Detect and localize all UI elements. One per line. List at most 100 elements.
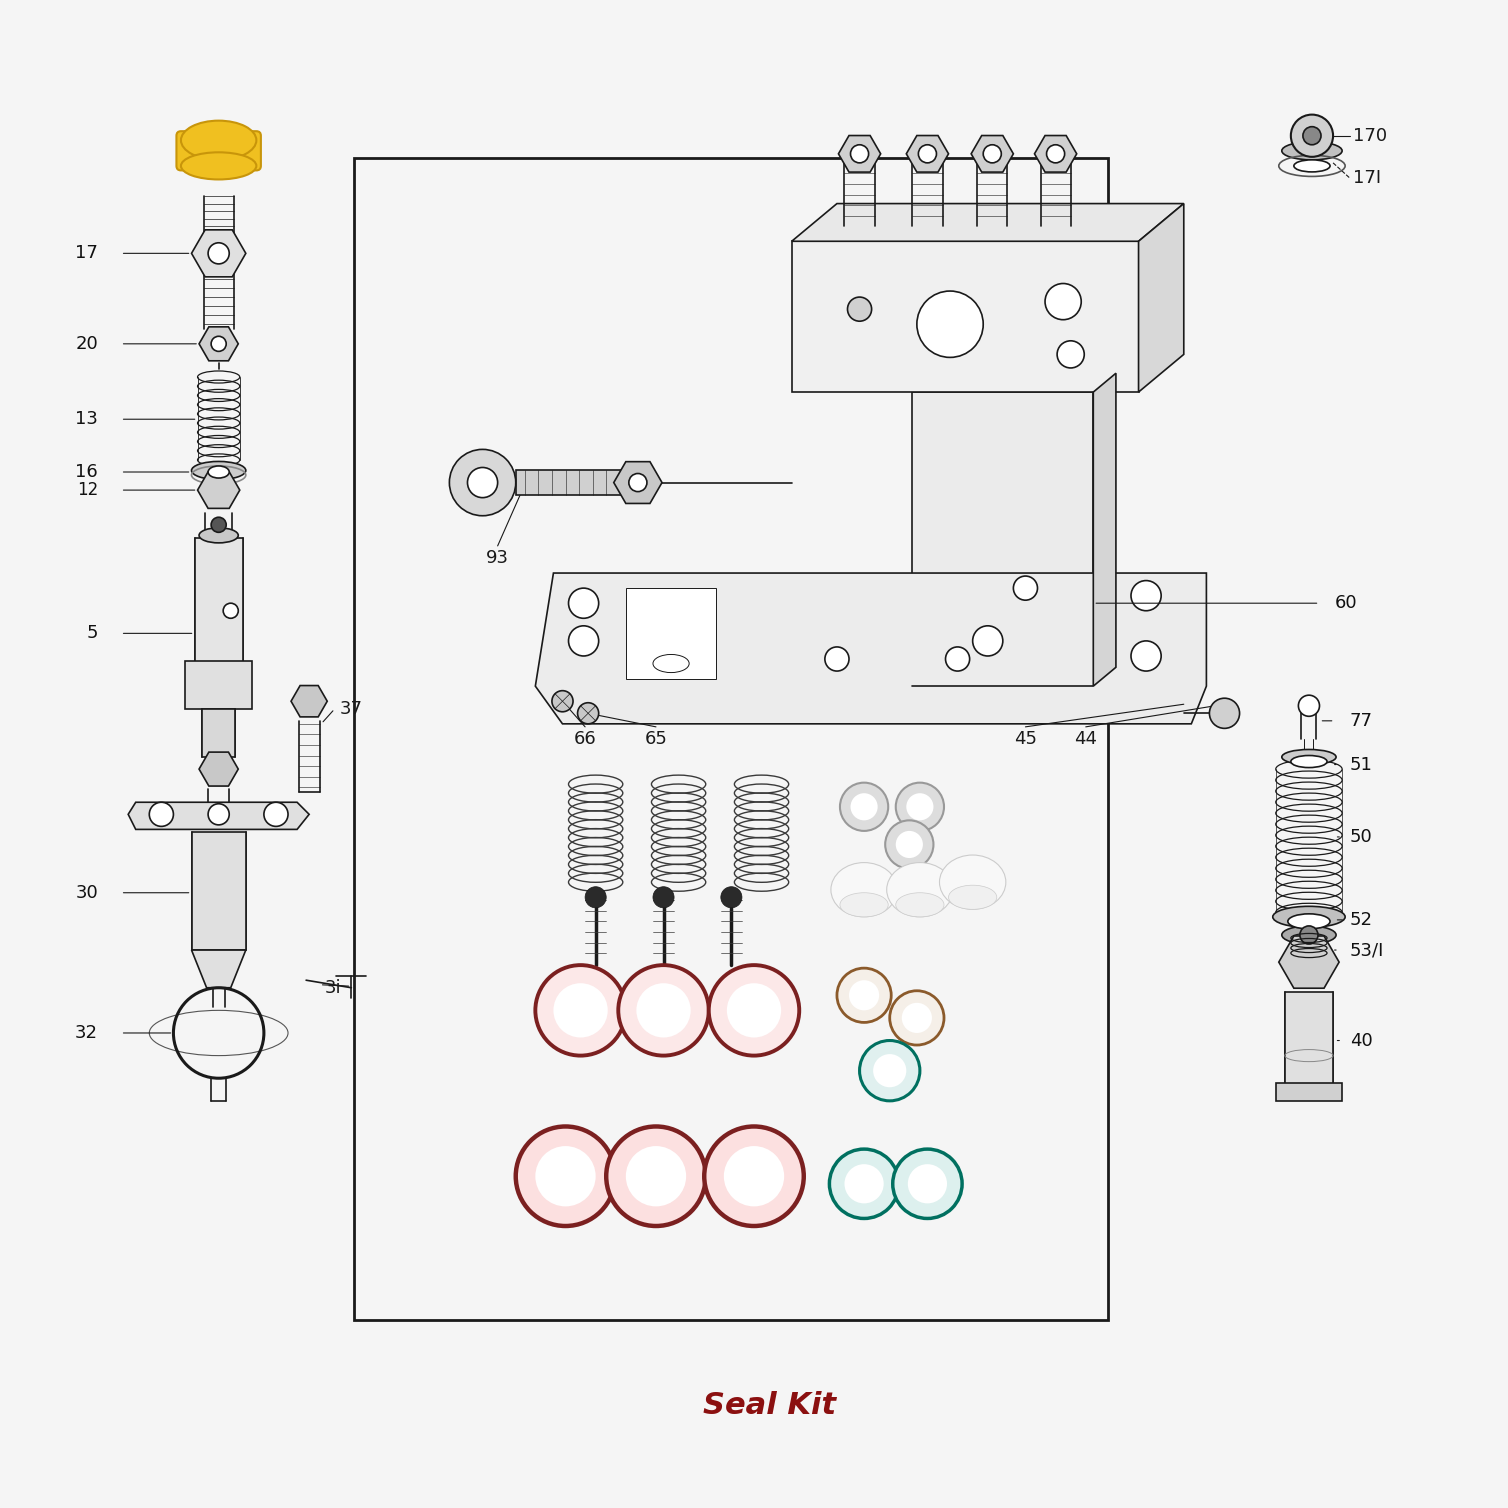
- Circle shape: [709, 965, 799, 1056]
- Ellipse shape: [181, 152, 256, 179]
- Bar: [185, 661, 252, 709]
- Ellipse shape: [1282, 749, 1336, 765]
- Polygon shape: [792, 204, 1184, 241]
- Circle shape: [908, 1164, 947, 1203]
- Polygon shape: [128, 802, 309, 829]
- Text: Seal Kit: Seal Kit: [703, 1390, 835, 1421]
- Circle shape: [1303, 127, 1321, 145]
- Polygon shape: [906, 136, 949, 172]
- Circle shape: [1300, 926, 1318, 944]
- Circle shape: [578, 703, 599, 724]
- Circle shape: [946, 647, 970, 671]
- Ellipse shape: [1273, 906, 1345, 927]
- Polygon shape: [626, 588, 716, 679]
- Circle shape: [1131, 581, 1161, 611]
- Polygon shape: [198, 472, 240, 508]
- Circle shape: [849, 980, 879, 1010]
- Circle shape: [629, 474, 647, 492]
- Ellipse shape: [1291, 756, 1327, 768]
- Text: 12: 12: [77, 481, 98, 499]
- Polygon shape: [971, 136, 1013, 172]
- Circle shape: [885, 820, 933, 869]
- Circle shape: [704, 1126, 804, 1226]
- Text: 53/I: 53/I: [1350, 941, 1384, 959]
- Circle shape: [1209, 698, 1240, 728]
- Circle shape: [847, 297, 872, 321]
- Text: 13: 13: [75, 410, 98, 428]
- Ellipse shape: [192, 461, 246, 480]
- Ellipse shape: [199, 528, 238, 543]
- Text: 44: 44: [1074, 730, 1098, 748]
- Text: 65: 65: [644, 730, 668, 748]
- Circle shape: [653, 887, 674, 908]
- Polygon shape: [1093, 374, 1116, 686]
- Circle shape: [535, 1146, 596, 1206]
- Ellipse shape: [1282, 926, 1336, 944]
- Text: 51: 51: [1350, 756, 1372, 774]
- Polygon shape: [291, 686, 327, 716]
- Circle shape: [973, 626, 1003, 656]
- Circle shape: [1291, 115, 1333, 157]
- FancyBboxPatch shape: [176, 131, 261, 170]
- Text: 16: 16: [75, 463, 98, 481]
- Polygon shape: [192, 229, 246, 277]
- Circle shape: [618, 965, 709, 1056]
- Circle shape: [223, 603, 238, 618]
- Text: 20: 20: [75, 335, 98, 353]
- Ellipse shape: [653, 654, 689, 673]
- Circle shape: [873, 1054, 906, 1087]
- Text: 5: 5: [86, 624, 98, 642]
- Circle shape: [149, 802, 173, 826]
- Text: 30: 30: [75, 884, 98, 902]
- Circle shape: [1047, 145, 1065, 163]
- Circle shape: [1298, 695, 1320, 716]
- Polygon shape: [838, 136, 881, 172]
- Text: 3i: 3i: [324, 979, 341, 997]
- Circle shape: [917, 291, 983, 357]
- Ellipse shape: [1294, 160, 1330, 172]
- Circle shape: [829, 1149, 899, 1218]
- Circle shape: [721, 887, 742, 908]
- Polygon shape: [1279, 936, 1339, 988]
- Circle shape: [724, 1146, 784, 1206]
- Circle shape: [902, 1003, 932, 1033]
- Polygon shape: [199, 327, 238, 360]
- Circle shape: [918, 145, 936, 163]
- Polygon shape: [535, 573, 1206, 724]
- Text: 77: 77: [1350, 712, 1372, 730]
- Polygon shape: [1139, 204, 1184, 392]
- Circle shape: [825, 647, 849, 671]
- Bar: [354, 158, 1108, 1320]
- Circle shape: [851, 145, 869, 163]
- Circle shape: [208, 804, 229, 825]
- Text: 37: 37: [339, 700, 362, 718]
- Circle shape: [1131, 641, 1161, 671]
- Circle shape: [837, 968, 891, 1022]
- Circle shape: [211, 336, 226, 351]
- Ellipse shape: [831, 863, 897, 917]
- Circle shape: [208, 243, 229, 264]
- Circle shape: [467, 467, 498, 498]
- Circle shape: [535, 965, 626, 1056]
- Bar: [792, 241, 1139, 392]
- Circle shape: [516, 1126, 615, 1226]
- Circle shape: [553, 983, 608, 1038]
- Bar: [516, 470, 629, 495]
- Circle shape: [896, 831, 923, 858]
- Circle shape: [552, 691, 573, 712]
- Circle shape: [264, 802, 288, 826]
- Ellipse shape: [1288, 914, 1330, 929]
- Circle shape: [585, 887, 606, 908]
- Ellipse shape: [949, 885, 997, 909]
- Circle shape: [983, 145, 1001, 163]
- Ellipse shape: [181, 121, 256, 160]
- Ellipse shape: [840, 893, 888, 917]
- Bar: [912, 392, 1093, 686]
- Text: 66: 66: [573, 730, 597, 748]
- Bar: [1276, 1083, 1342, 1101]
- Text: 17I: 17I: [1353, 169, 1381, 187]
- Text: 50: 50: [1350, 828, 1372, 846]
- Ellipse shape: [887, 863, 953, 917]
- Circle shape: [893, 1149, 962, 1218]
- Circle shape: [851, 793, 878, 820]
